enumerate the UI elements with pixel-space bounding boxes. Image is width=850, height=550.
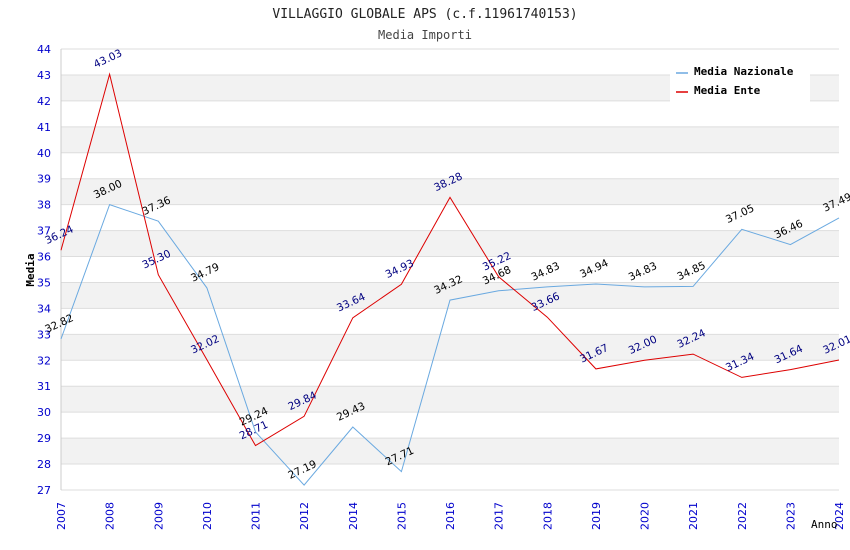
grid-band [61, 126, 839, 153]
data-label: 43.03 [92, 47, 124, 71]
x-tick-label: 2011 [250, 502, 263, 530]
y-tick-label: 39 [37, 173, 51, 186]
x-tick-label: 2012 [298, 502, 311, 530]
x-tick-label: 2015 [395, 502, 408, 530]
data-label: 34.79 [189, 261, 221, 285]
grid-band [61, 386, 839, 413]
chart-legend: Media Nazionale Media Ente [670, 60, 810, 102]
x-axis-ticks: 2007 2008 2009 2010 2011 2012 2014 2015 2016 2017… [55, 502, 846, 530]
y-tick-label: 32 [37, 354, 51, 367]
y-tick-label: 31 [37, 380, 51, 393]
grid-band [61, 282, 839, 309]
x-axis-label: Anno [811, 518, 838, 531]
x-tick-label: 2008 [104, 502, 117, 530]
y-tick-label: 37 [37, 225, 51, 238]
data-label: 37.05 [724, 202, 756, 226]
chart-subtitle: Media Importi [378, 28, 472, 42]
grid-band [61, 178, 839, 205]
x-tick-label: 2022 [736, 502, 749, 530]
x-tick-label: 2009 [152, 502, 165, 530]
x-tick-label: 2016 [444, 502, 457, 530]
y-axis-label: Media [24, 253, 37, 286]
x-tick-label: 2010 [201, 502, 214, 530]
y-tick-label: 28 [37, 458, 51, 471]
x-tick-label: 2014 [347, 502, 360, 530]
data-label: 34.93 [384, 257, 416, 281]
plot-background [61, 74, 839, 465]
y-tick-label: 34 [37, 302, 51, 315]
y-axis-ticks: 27 28 29 30 31 32 33 34 35 36 37 38 39 40 41 42 43 44 [37, 43, 51, 497]
y-tick-label: 29 [37, 432, 51, 445]
y-tick-label: 41 [37, 121, 51, 134]
data-label: 34.85 [675, 260, 707, 284]
y-tick-label: 42 [37, 95, 51, 108]
x-tick-label: 2023 [784, 502, 797, 530]
y-tick-label: 30 [37, 406, 51, 419]
x-tick-label: 2007 [55, 502, 68, 530]
data-label: 34.83 [627, 260, 659, 284]
grid-band [61, 334, 839, 361]
y-tick-label: 44 [37, 43, 51, 56]
series-lines [60, 72, 840, 486]
y-tick-label: 33 [37, 328, 51, 341]
grid-band [61, 438, 839, 465]
y-tick-label: 27 [37, 484, 51, 497]
y-tick-label: 35 [37, 276, 51, 289]
x-tick-label: 2024 [833, 502, 846, 530]
x-tick-label: 2018 [541, 502, 554, 530]
x-tick-label: 2019 [590, 502, 603, 530]
legend-label-media-nazionale: Media Nazionale [694, 65, 794, 78]
legend-box [670, 60, 810, 102]
x-tick-label: 2021 [687, 502, 700, 530]
x-tick-label: 2020 [639, 502, 652, 530]
data-label: 34.83 [529, 260, 561, 284]
chart-title: VILLAGGIO GLOBALE APS (c.f.11961740153) [272, 7, 577, 22]
y-tick-label: 38 [37, 199, 51, 212]
legend-label-media-ente: Media Ente [694, 84, 761, 97]
data-labels: 32.8238.0037.3634.7929.2427.1929.4327.71… [43, 47, 850, 481]
data-label: 32.82 [43, 312, 75, 336]
y-tick-label: 43 [37, 69, 51, 82]
data-label: 34.94 [578, 257, 611, 281]
series-line-media-ente [60, 72, 840, 447]
gridlines [60, 48, 839, 491]
y-tick-label: 40 [37, 147, 51, 160]
y-tick-label: 36 [37, 251, 51, 264]
series-line-media-nazionale [60, 203, 840, 486]
grid-band [61, 230, 839, 257]
x-tick-label: 2017 [493, 502, 506, 530]
